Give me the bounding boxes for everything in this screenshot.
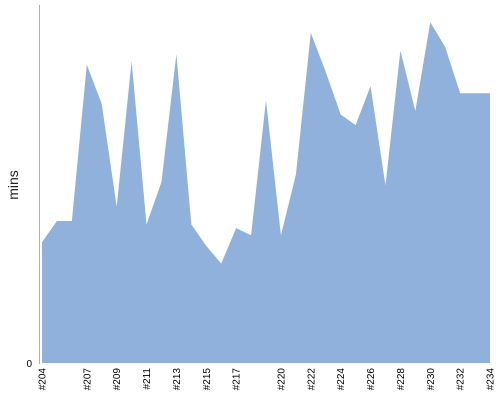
x-tick-label: #230 — [426, 368, 437, 391]
x-tick-label: #226 — [366, 368, 377, 391]
x-tick-label: #224 — [336, 368, 347, 391]
x-tick-layer: #204 #207 #209 #211 #213 #215 #217 #220 #222 #224… — [38, 368, 497, 391]
x-tick-label: #220 — [276, 368, 287, 391]
x-tick-label: #213 — [172, 368, 183, 391]
x-tick-label: #222 — [306, 368, 317, 391]
x-tick-label: #232 — [456, 368, 467, 391]
x-tick-label: #234 — [486, 368, 497, 391]
area-series — [42, 22, 490, 363]
x-tick-label: #215 — [202, 368, 213, 391]
x-tick-label: #228 — [396, 368, 407, 391]
y-tick-label: 0 — [26, 359, 32, 370]
x-tick-label: #217 — [232, 368, 243, 391]
x-tick-label: #204 — [38, 368, 49, 391]
y-tick-layer: 0 — [26, 359, 32, 370]
x-tick-label: #211 — [142, 368, 153, 390]
x-tick-label: #209 — [112, 368, 123, 391]
x-tick-label: #207 — [82, 368, 93, 391]
y-axis-title: mins — [5, 170, 21, 200]
area-layer — [42, 22, 490, 363]
